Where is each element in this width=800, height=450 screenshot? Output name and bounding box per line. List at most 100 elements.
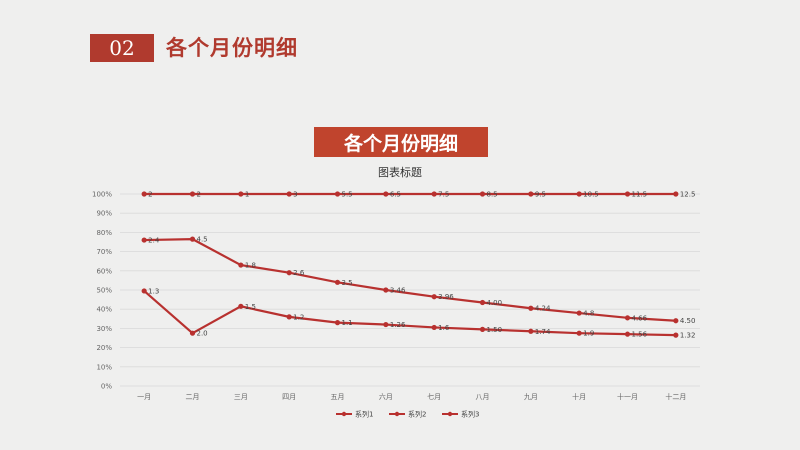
data-point (238, 191, 244, 197)
x-axis-ticks: 一月 二月 三月 四月 五月 六月 七月 八月 九月 十月 十一月 十二月 (137, 392, 686, 401)
data-point (383, 191, 389, 197)
data-point (431, 294, 437, 300)
y-tick-label: 100% (92, 191, 112, 199)
data-point (576, 191, 582, 197)
section-number-badge: 02 (90, 34, 154, 62)
data-label: 2.4 (148, 237, 160, 245)
legend-item: 系列2 (389, 410, 426, 419)
data-point (431, 324, 437, 331)
x-tick-label: 三月 (234, 393, 248, 401)
x-tick-label: 十月 (572, 392, 586, 401)
y-tick-label: 0% (101, 383, 112, 391)
x-tick-label: 十一月 (617, 392, 638, 401)
data-label: 1.6 (438, 324, 450, 332)
y-tick-label: 60% (96, 267, 112, 275)
x-tick-label: 八月 (476, 393, 490, 401)
data-label: 2 (148, 191, 152, 199)
x-tick-label: 四月 (282, 393, 296, 401)
series-3: 1.3 2.0 1.5 1.2 1.1 1.26 1.6 1.50 1.74 1.9 1.56 1.3… (141, 287, 696, 340)
data-label: 3.46 (390, 287, 406, 295)
legend-label: 系列2 (408, 410, 426, 419)
data-label: 4.8 (583, 310, 594, 318)
data-point (624, 191, 631, 197)
legend-item: 系列3 (442, 410, 479, 419)
data-point (334, 320, 341, 326)
chart-title: 图表标题 (378, 166, 422, 179)
y-tick-label: 80% (96, 229, 112, 237)
page-title: 各个月份明细 (166, 36, 298, 60)
data-label: 3.96 (438, 293, 454, 301)
legend-marker-icon (394, 411, 400, 417)
legend-marker-icon (447, 411, 453, 417)
data-label: 8.5 (487, 191, 498, 199)
data-label: 1.9 (583, 330, 594, 338)
data-point (238, 262, 244, 268)
chart-legend: 系列1 系列2 系列3 (336, 410, 479, 419)
data-label: 1.3 (148, 287, 159, 295)
data-label: 1.74 (535, 328, 551, 336)
chart-banner: 各个月份明细 (314, 127, 488, 157)
data-label: 9.5 (535, 191, 546, 199)
data-point (189, 236, 196, 242)
data-point (383, 287, 389, 293)
x-tick-label: 六月 (379, 392, 393, 401)
data-label: 10.5 (583, 191, 599, 199)
data-label: 12.5 (680, 191, 696, 199)
data-point (673, 332, 679, 338)
data-label: 1.26 (390, 321, 406, 329)
data-label: 4.50 (680, 317, 696, 325)
y-tick-label: 90% (96, 210, 112, 218)
data-point (479, 326, 486, 332)
data-label: 2 (197, 191, 201, 199)
data-label: 1.32 (680, 332, 696, 340)
data-point (141, 288, 147, 294)
y-tick-label: 70% (96, 248, 112, 256)
data-point (431, 191, 437, 197)
data-label: 4.5 (197, 236, 208, 244)
data-point (334, 279, 341, 285)
chart-grid (120, 193, 700, 387)
x-tick-label: 十二月 (665, 392, 686, 401)
data-label: 7.5 (438, 191, 449, 199)
data-point (141, 191, 147, 197)
data-label: 4.24 (535, 305, 551, 313)
legend-label: 系列1 (355, 410, 373, 419)
x-tick-label: 一月 (137, 393, 151, 401)
data-point (383, 321, 389, 328)
data-label: 6.5 (390, 191, 401, 199)
data-point (286, 270, 292, 276)
data-point (141, 237, 147, 243)
data-point (189, 191, 196, 197)
data-point (624, 331, 631, 337)
data-label: 5.5 (342, 191, 353, 199)
data-point (673, 191, 679, 197)
y-tick-label: 30% (96, 325, 112, 333)
y-tick-label: 40% (96, 306, 112, 314)
x-tick-label: 二月 (186, 393, 200, 401)
y-tick-label: 10% (96, 363, 112, 371)
data-point (286, 191, 292, 197)
data-label: 1.2 (293, 313, 304, 321)
data-label: 2.0 (197, 330, 208, 338)
data-point (624, 315, 631, 321)
data-point (479, 191, 486, 197)
data-label: 1.5 (245, 303, 256, 311)
data-point (189, 330, 196, 336)
x-tick-label: 九月 (524, 392, 538, 401)
series-line (144, 238, 676, 322)
data-point (528, 191, 534, 197)
data-point (479, 299, 486, 306)
legend-item: 系列1 (336, 410, 373, 419)
data-point (528, 328, 534, 334)
data-point (334, 191, 341, 197)
series-2: 2.4 4.5 1.8 2.6 3.5 3.46 3.96 4.00 4.24 4.8 4.66 4.… (141, 236, 696, 325)
data-label: 11.5 (632, 191, 648, 199)
y-axis-ticks: 0% 10% 20% 30% 40% 50% 60% 70% 80% 90% 100% (92, 191, 112, 391)
data-label: 3 (293, 191, 297, 199)
data-label: 1 (245, 191, 249, 199)
legend-label: 系列3 (461, 410, 479, 419)
series-line (143, 290, 676, 337)
data-label: 4.00 (487, 299, 503, 307)
data-label: 1.1 (342, 319, 353, 327)
